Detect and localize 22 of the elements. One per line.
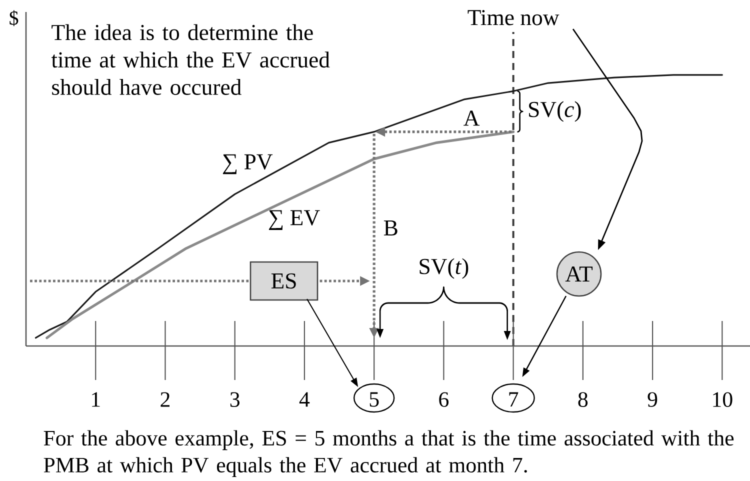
annotation: A <box>464 110 480 126</box>
x-tick-label: 3 <box>230 392 240 407</box>
x-tick-label: 2 <box>160 392 170 407</box>
x-tick-label: 10 <box>713 392 732 407</box>
x-tick-label: 4 <box>299 392 310 407</box>
ref-line-label: Time now <box>468 10 560 26</box>
x-tick-label: 6 <box>439 392 449 407</box>
x-tick-label: 9 <box>648 392 658 407</box>
x-tick-label: 7 <box>509 392 518 407</box>
annotation: SV(t) <box>420 258 468 279</box>
x-tick-label: 8 <box>578 392 588 407</box>
annotation: SV(c) <box>529 101 581 122</box>
annotation: The idea is to determine the time at which the EV accrued should have occured <box>51 24 330 95</box>
series-label: ∑ EV <box>268 210 320 230</box>
y-axis-title: $ <box>10 10 18 26</box>
text: For the above example, ES = 5 months a that is the time associated with the PMB at which PV equals the EV accrued at month 7. <box>44 430 734 477</box>
x-tick-label: 5 <box>370 392 379 407</box>
series-label: ∑ PV <box>222 154 273 174</box>
x-tick-label: 1 <box>92 392 100 407</box>
annotation: B <box>384 220 398 236</box>
annotation: ES <box>271 273 296 289</box>
annotation: AT <box>565 266 593 282</box>
